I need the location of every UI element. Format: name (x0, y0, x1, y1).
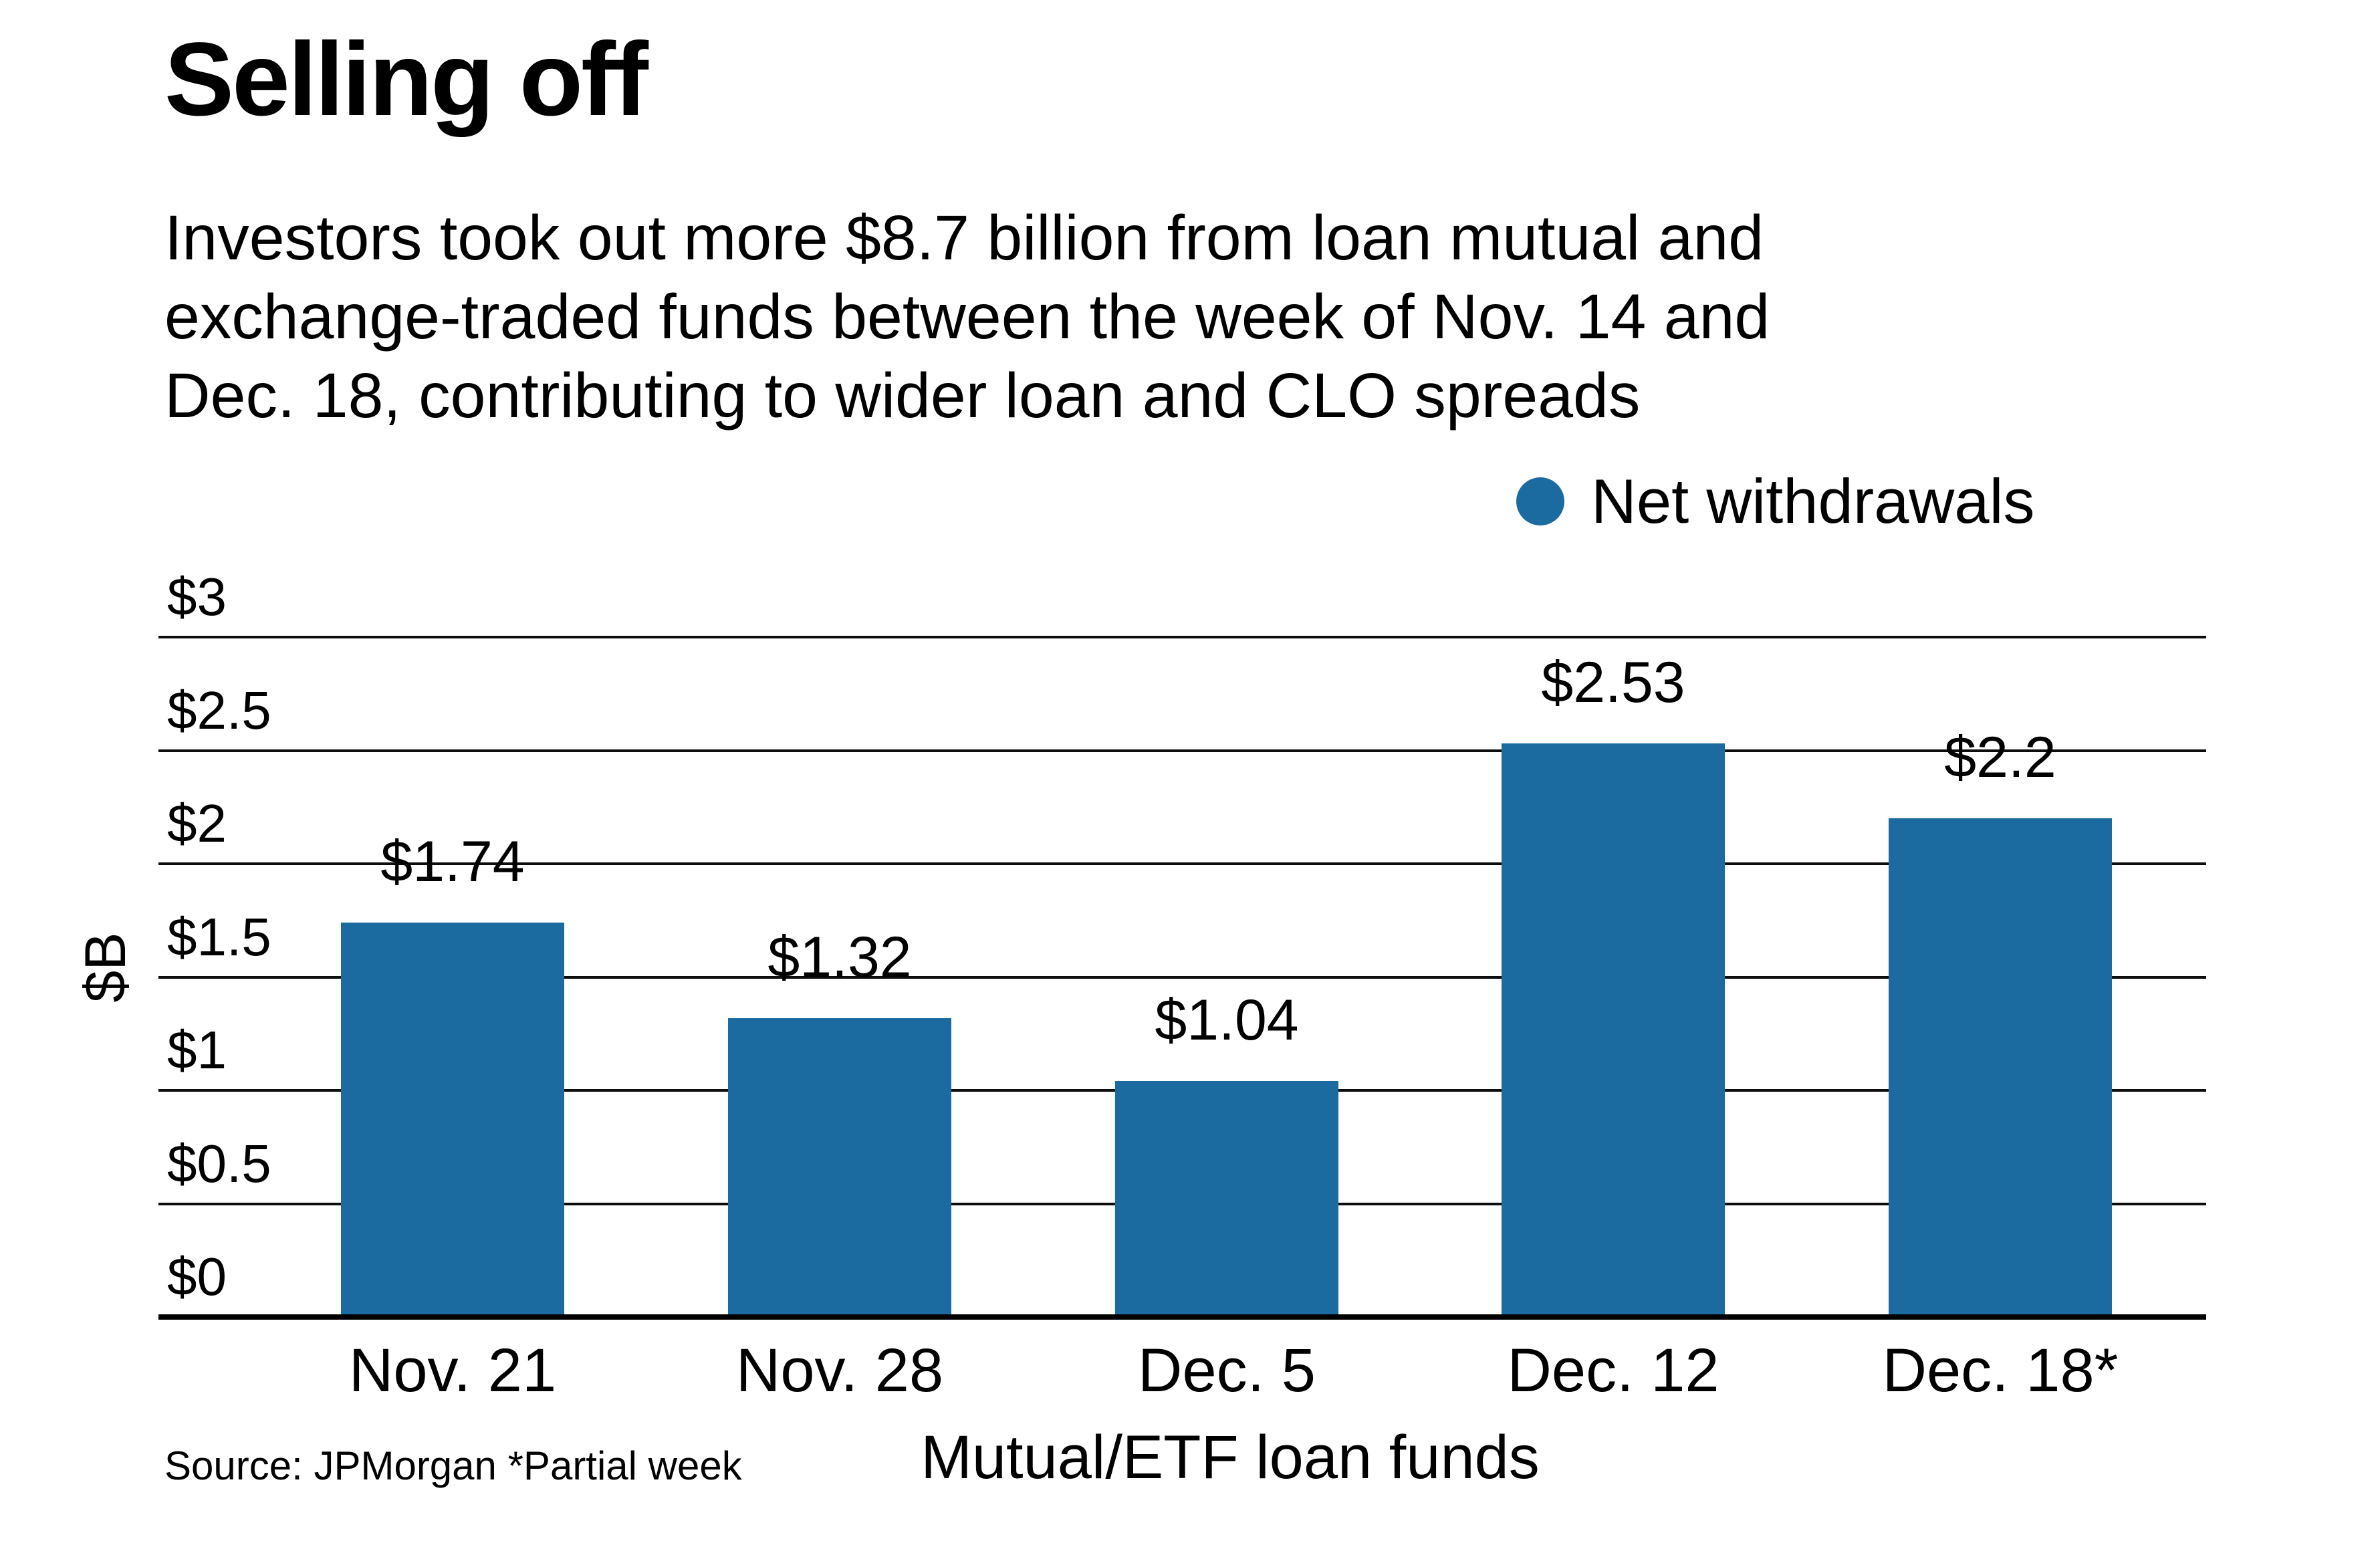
x-tick-label: Dec. 18* (1882, 1336, 2119, 1405)
chart-subtitle: Investors took out more $8.7 billion fro… (164, 199, 1770, 435)
y-tick-label: $2 (167, 794, 227, 853)
x-axis-title: Mutual/ETF loan funds (921, 1423, 1540, 1492)
bar-value-label: $1.04 (1155, 988, 1299, 1052)
bar-value-label: $2.2 (1944, 725, 2056, 790)
legend-marker-icon (1516, 477, 1564, 525)
bar-value-label: $1.74 (380, 830, 525, 894)
chart-title: Selling off (164, 21, 648, 138)
bar-value-label: $1.32 (767, 925, 912, 989)
bar (341, 923, 564, 1317)
y-tick-label: $0.5 (167, 1134, 271, 1193)
x-tick-label: Dec. 12 (1507, 1336, 1719, 1405)
chart-subtitle-line: exchange-traded funds between the week o… (164, 281, 1770, 352)
bar (1889, 818, 2112, 1317)
y-tick-label: $3 (167, 567, 227, 626)
bar (1115, 1081, 1338, 1317)
gridline (158, 976, 2206, 979)
x-tick-label: Dec. 5 (1138, 1336, 1316, 1405)
bar (728, 1018, 951, 1317)
y-tick-label: $0 (167, 1247, 227, 1306)
bar-value-label: $2.53 (1541, 650, 1685, 715)
y-axis-title: $B (74, 932, 138, 1003)
legend-label: Net withdrawals (1591, 466, 2035, 536)
y-tick-label: $1.5 (167, 907, 271, 967)
legend: Net withdrawals (1516, 466, 2035, 536)
bar (1502, 743, 1725, 1317)
gridline (158, 862, 2206, 865)
chart-subtitle-line: Investors took out more $8.7 billion fro… (164, 203, 1764, 273)
y-tick-label: $2.5 (167, 681, 271, 740)
y-tick-label: $1 (167, 1020, 227, 1080)
source-note: Source: JPMorgan *Partial week (164, 1443, 742, 1488)
chart-subtitle-line: Dec. 18, contributing to wider loan and … (164, 360, 1641, 431)
gridline (158, 636, 2206, 638)
x-axis-line (158, 1314, 2206, 1320)
gridline (158, 749, 2206, 752)
x-tick-label: Nov. 28 (735, 1336, 944, 1405)
x-tick-label: Nov. 21 (348, 1336, 557, 1405)
